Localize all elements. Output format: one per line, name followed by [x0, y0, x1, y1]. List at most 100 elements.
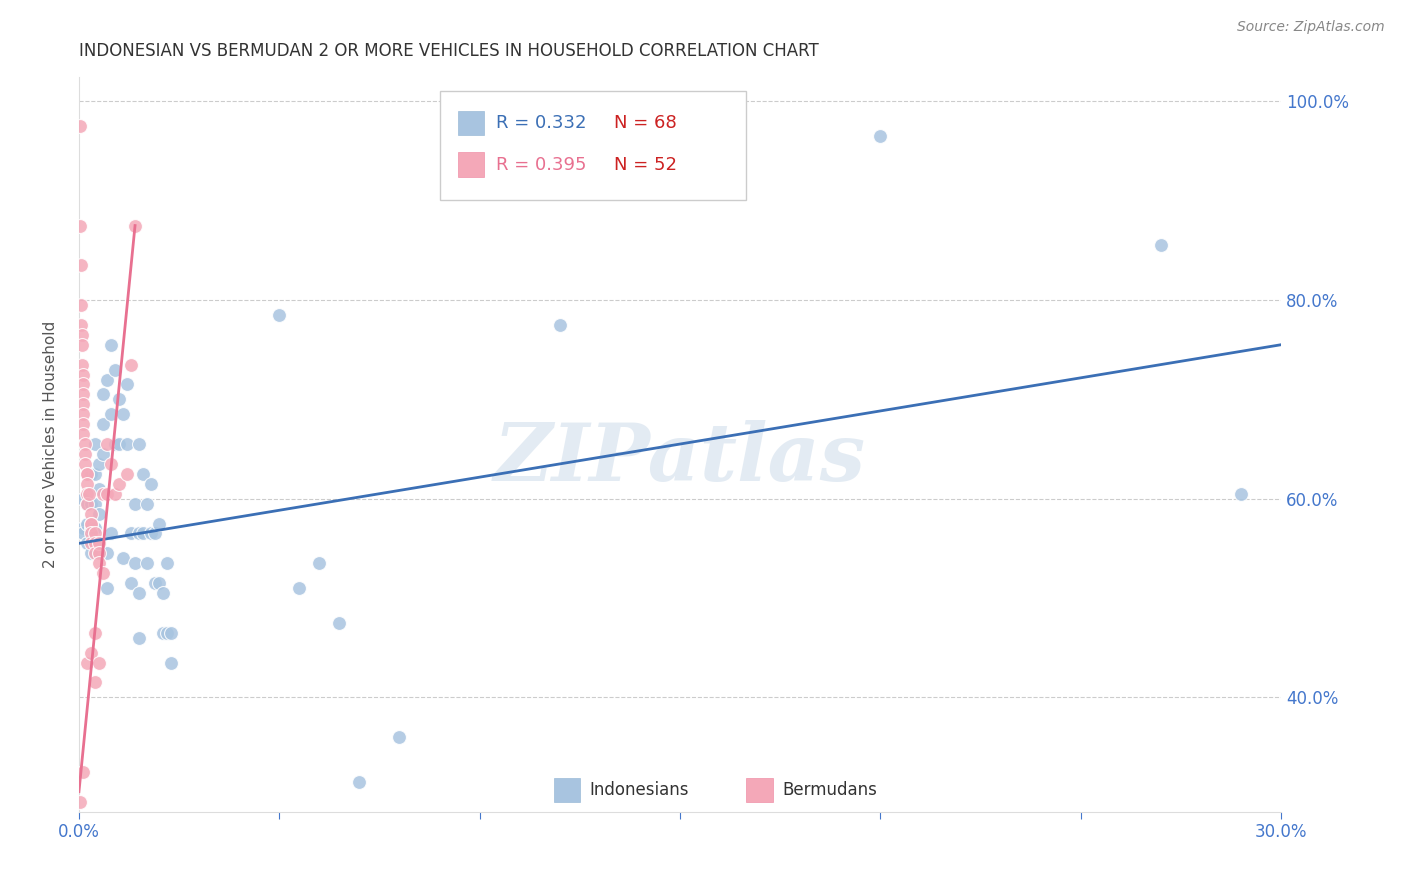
Point: [128, 437, 150, 451]
Point: [139, 526, 162, 541]
Point: [87, 536, 110, 550]
Point: [124, 497, 146, 511]
Point: [104, 437, 127, 451]
Point: [160, 625, 183, 640]
Point: [73, 447, 96, 461]
Point: [76, 516, 98, 531]
Point: [76, 536, 98, 550]
Point: [96, 372, 118, 386]
Point: [84, 467, 107, 481]
Point: [349, 774, 371, 789]
Bar: [457, 111, 484, 136]
Point: [115, 377, 138, 392]
Point: [96, 486, 118, 500]
Point: [115, 437, 138, 451]
Point: [288, 581, 311, 595]
Point: [152, 586, 174, 600]
Point: [156, 556, 179, 570]
Point: [70, 318, 93, 332]
Point: [548, 318, 571, 332]
Point: [100, 457, 122, 471]
Point: [69, 258, 91, 272]
Point: [84, 536, 107, 550]
Point: [76, 467, 98, 481]
Point: [96, 581, 118, 595]
Point: [76, 476, 98, 491]
Point: [76, 497, 98, 511]
Point: [388, 730, 411, 744]
Point: [269, 308, 291, 322]
Y-axis label: 2 or more Vehicles in Household: 2 or more Vehicles in Household: [44, 320, 58, 567]
Point: [148, 516, 170, 531]
Point: [72, 491, 94, 506]
Point: [76, 486, 98, 500]
Point: [112, 551, 135, 566]
Point: [70, 337, 93, 351]
Point: [77, 486, 100, 500]
Point: [69, 795, 91, 809]
Bar: [457, 153, 484, 178]
Point: [308, 556, 330, 570]
Point: [72, 387, 94, 401]
Point: [91, 447, 114, 461]
Point: [87, 507, 110, 521]
Point: [87, 546, 110, 560]
Point: [76, 497, 98, 511]
Point: [84, 497, 107, 511]
Point: [96, 437, 118, 451]
Text: N = 68: N = 68: [614, 114, 676, 132]
Point: [120, 526, 142, 541]
Point: [72, 427, 94, 442]
Point: [120, 576, 142, 591]
Point: [76, 467, 98, 481]
Point: [72, 417, 94, 432]
Point: [72, 397, 94, 411]
Point: [120, 358, 142, 372]
Point: [70, 327, 93, 342]
Point: [87, 556, 110, 570]
Point: [869, 129, 891, 144]
Text: R = 0.395: R = 0.395: [496, 156, 586, 174]
Point: [80, 516, 103, 531]
FancyBboxPatch shape: [440, 91, 747, 200]
Point: [80, 536, 103, 550]
Point: [112, 407, 135, 421]
Point: [72, 526, 94, 541]
Point: [115, 467, 138, 481]
Point: [80, 526, 103, 541]
Point: [156, 625, 179, 640]
Point: [72, 764, 94, 779]
Point: [73, 457, 96, 471]
Point: [69, 120, 91, 134]
Point: [100, 526, 122, 541]
Point: [328, 615, 350, 630]
Point: [124, 556, 146, 570]
Point: [108, 392, 131, 407]
Point: [80, 646, 103, 660]
Point: [84, 546, 107, 560]
Point: [108, 437, 131, 451]
Point: [87, 656, 110, 670]
Point: [1230, 486, 1253, 500]
Text: ZIPatlas: ZIPatlas: [494, 420, 866, 498]
Point: [72, 368, 94, 382]
Text: Bermudans: Bermudans: [782, 781, 877, 799]
Point: [70, 298, 93, 312]
Point: [80, 546, 103, 560]
Point: [104, 486, 127, 500]
Point: [84, 675, 107, 690]
Point: [69, 219, 91, 233]
Point: [100, 337, 122, 351]
Point: [87, 457, 110, 471]
Point: [84, 625, 107, 640]
Text: Source: ZipAtlas.com: Source: ZipAtlas.com: [1237, 20, 1385, 34]
Point: [132, 526, 155, 541]
Point: [84, 437, 107, 451]
Point: [1150, 238, 1173, 252]
Point: [143, 576, 166, 591]
Point: [143, 526, 166, 541]
Point: [128, 631, 150, 645]
Point: [84, 521, 107, 535]
Text: R = 0.332: R = 0.332: [496, 114, 586, 132]
Point: [80, 521, 103, 535]
